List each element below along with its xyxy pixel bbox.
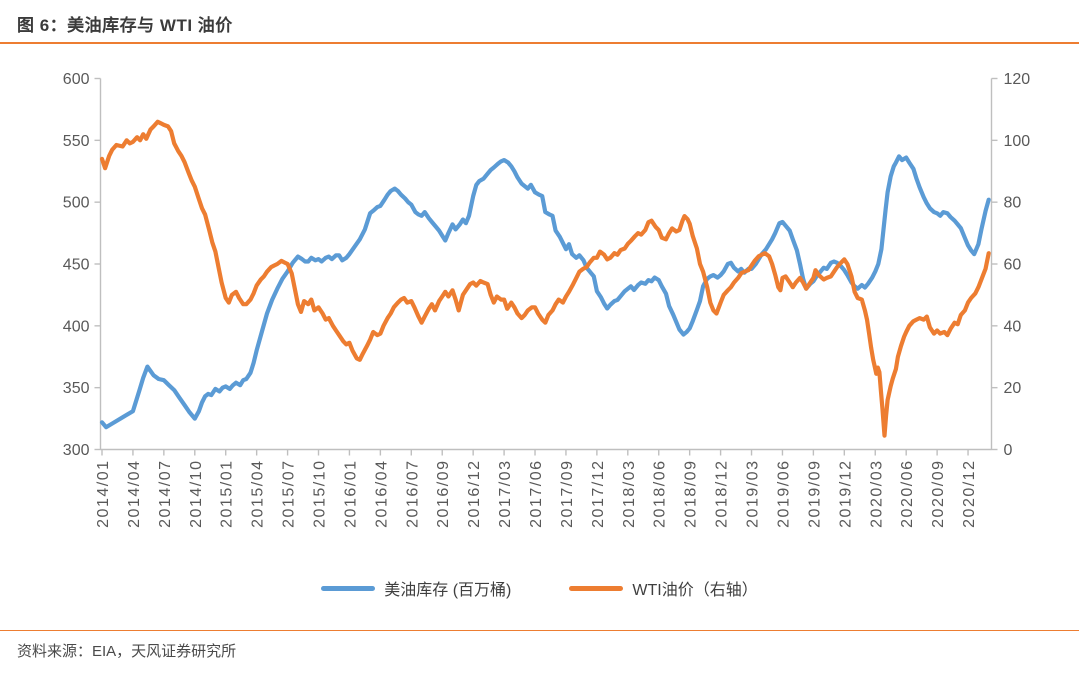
legend-item-inventory: 美油库存 (百万桶) bbox=[321, 576, 511, 600]
x-axis-tick-label: 2016/09 bbox=[435, 459, 452, 527]
right-axis-tick-label: 40 bbox=[1004, 318, 1022, 335]
x-axis-tick-label: 2020/09 bbox=[930, 460, 947, 528]
right-axis-tick-label: 20 bbox=[1004, 380, 1022, 397]
x-axis-tick-label: 2017/06 bbox=[528, 460, 545, 528]
left-axis-tick-label: 550 bbox=[63, 133, 90, 150]
source-note: 资料来源：EIA，天风证券研究所 bbox=[17, 643, 237, 660]
x-axis-tick-label: 2014/01 bbox=[95, 460, 112, 528]
wti-series-line bbox=[99, 119, 991, 438]
x-axis-tick-label: 2017/03 bbox=[497, 459, 514, 527]
x-axis-tick-label: 2016/07 bbox=[404, 460, 421, 528]
x-axis-tick-label: 2014/04 bbox=[126, 460, 143, 528]
x-axis-tick-label: 2018/12 bbox=[714, 460, 731, 528]
x-axis-tick-label: 2015/07 bbox=[281, 460, 298, 528]
chart-legend: 美油库存 (百万桶) WTI油价（右轴） bbox=[0, 576, 1079, 600]
right-axis-tick-label: 0 bbox=[1004, 442, 1013, 459]
x-axis-tick-label: 2014/10 bbox=[188, 460, 205, 528]
left-axis-tick-label: 450 bbox=[63, 257, 90, 274]
left-axis-tick-label: 300 bbox=[63, 442, 90, 459]
right-axis-tick-label: 60 bbox=[1004, 257, 1022, 274]
inventory-line-swatch bbox=[321, 585, 376, 591]
right-axis-tick-label: 120 bbox=[1004, 71, 1031, 88]
footer-divider-rule bbox=[0, 630, 1079, 631]
x-axis-tick-label: 2016/04 bbox=[373, 460, 390, 528]
x-axis-tick-label: 2020/03 bbox=[868, 460, 885, 528]
legend-label-wti: WTI油价（右轴） bbox=[632, 582, 758, 599]
x-axis-tick-label: 2015/01 bbox=[219, 460, 236, 528]
x-axis-tick-label: 2017/12 bbox=[590, 460, 607, 528]
x-axis-tick-label: 2020/06 bbox=[899, 460, 916, 528]
wti-line-swatch bbox=[569, 585, 624, 591]
left-axis-tick-label: 400 bbox=[63, 318, 90, 335]
left-axis-tick-label: 350 bbox=[63, 380, 90, 397]
x-axis-tick-label: 2014/07 bbox=[157, 460, 174, 528]
inventory-series-line bbox=[99, 154, 991, 430]
x-axis-tick-label: 2018/03 bbox=[621, 460, 638, 528]
left-axis-tick-label: 600 bbox=[63, 71, 90, 88]
x-axis-tick-label: 2020/12 bbox=[961, 460, 978, 528]
x-axis-tick-label: 2016/01 bbox=[342, 460, 359, 528]
legend-item-wti: WTI油价（右轴） bbox=[569, 576, 758, 600]
x-axis-tick-label: 2016/12 bbox=[466, 460, 483, 528]
x-axis-tick-label: 2019/12 bbox=[837, 460, 854, 528]
x-axis-tick-label: 2019/03 bbox=[745, 460, 762, 528]
x-axis-tick-label: 2015/04 bbox=[250, 460, 267, 528]
title-divider-rule bbox=[0, 42, 1079, 44]
x-axis-tick-label: 2019/06 bbox=[775, 460, 792, 528]
x-axis-tick-label: 2018/09 bbox=[683, 460, 700, 528]
right-axis-tick-label: 100 bbox=[1004, 133, 1031, 150]
x-axis-tick-label: 2015/10 bbox=[312, 460, 329, 528]
right-axis-tick-label: 80 bbox=[1004, 195, 1022, 212]
x-axis-tick-label: 2017/09 bbox=[559, 460, 576, 528]
legend-label-inventory: 美油库存 (百万桶) bbox=[384, 582, 512, 599]
x-axis-tick-label: 2018/06 bbox=[652, 460, 669, 528]
figure-title: 图 6：美油库存与 WTI 油价 bbox=[17, 16, 233, 35]
left-axis-tick-label: 500 bbox=[63, 195, 90, 212]
x-axis-tick-label: 2019/09 bbox=[806, 460, 823, 528]
